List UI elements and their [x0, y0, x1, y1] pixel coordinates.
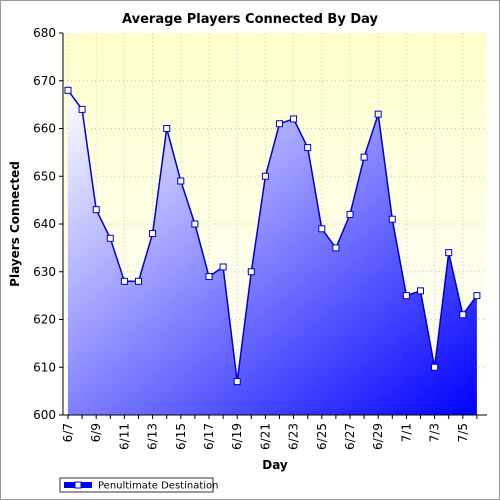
y-axis-ticks: 600 610 620 630 640 650 660 670 680 [33, 26, 63, 422]
data-point [318, 225, 326, 233]
data-point [92, 206, 100, 214]
data-point [219, 263, 227, 271]
data-point [261, 172, 269, 180]
data-point [332, 244, 340, 252]
data-point [417, 287, 424, 295]
data-point [233, 378, 241, 386]
y-tick-label: 640 [33, 217, 56, 231]
data-point [106, 234, 114, 242]
y-tick-label: 660 [33, 122, 56, 136]
data-point [388, 215, 396, 223]
y-tick-label: 600 [33, 408, 56, 422]
data-point [431, 363, 439, 371]
data-point [276, 120, 283, 128]
data-point [360, 153, 368, 161]
data-point [149, 230, 157, 238]
y-tick-label: 680 [33, 26, 56, 40]
x-tick-label: 6/11 [117, 423, 131, 450]
x-tick-label: 6/15 [174, 423, 188, 450]
legend-marker [74, 481, 82, 489]
data-point [78, 105, 86, 113]
data-point [459, 311, 467, 319]
legend-label: Penultimate Destination [98, 481, 218, 492]
x-tick-label: 6/19 [230, 423, 244, 450]
x-tick-label: 6/7 [61, 423, 75, 442]
x-tick-label: 6/13 [146, 423, 160, 450]
x-tick-label: 6/17 [202, 423, 216, 450]
y-tick-label: 630 [33, 265, 56, 279]
x-tick-label: 6/23 [287, 423, 301, 450]
data-points [64, 86, 481, 386]
x-tick-label: 7/5 [456, 423, 470, 442]
data-point [402, 292, 410, 300]
data-point [177, 177, 185, 185]
x-tick-label: 6/29 [371, 423, 385, 450]
data-point [290, 115, 298, 123]
data-point [163, 125, 171, 132]
data-point [304, 144, 312, 152]
y-tick-label: 620 [33, 313, 56, 327]
x-axis-title: Day [262, 458, 288, 472]
x-tick-label: 6/9 [89, 423, 103, 442]
data-point [191, 220, 199, 228]
x-axis-ticks: 6/7 6/9 6/11 6/13 6/15 6/17 6/19 6/21 6/23 6/25 6/… [61, 415, 478, 450]
chart-title: Average Players Connected By Day [122, 12, 378, 27]
x-tick-label: 6/21 [258, 423, 272, 450]
series-area-fill [68, 90, 477, 416]
y-tick-label: 610 [33, 360, 56, 374]
data-point [247, 268, 255, 276]
data-point [135, 277, 142, 285]
x-tick-label: 6/25 [315, 423, 329, 450]
y-axis-title: Players Connected [8, 161, 22, 287]
legend: Penultimate Destination [59, 477, 218, 493]
data-point [64, 86, 72, 94]
x-tick-label: 7/3 [428, 423, 442, 442]
y-tick-label: 650 [33, 169, 56, 183]
legend-box [59, 477, 214, 493]
data-point [445, 249, 453, 257]
x-tick-label: 7/1 [399, 423, 413, 442]
data-point [205, 273, 213, 281]
y-tick-label: 670 [33, 74, 56, 88]
data-point [473, 292, 481, 300]
data-point [374, 110, 382, 118]
data-point [120, 277, 128, 285]
x-tick-label: 6/27 [343, 423, 357, 450]
data-point [346, 210, 354, 218]
